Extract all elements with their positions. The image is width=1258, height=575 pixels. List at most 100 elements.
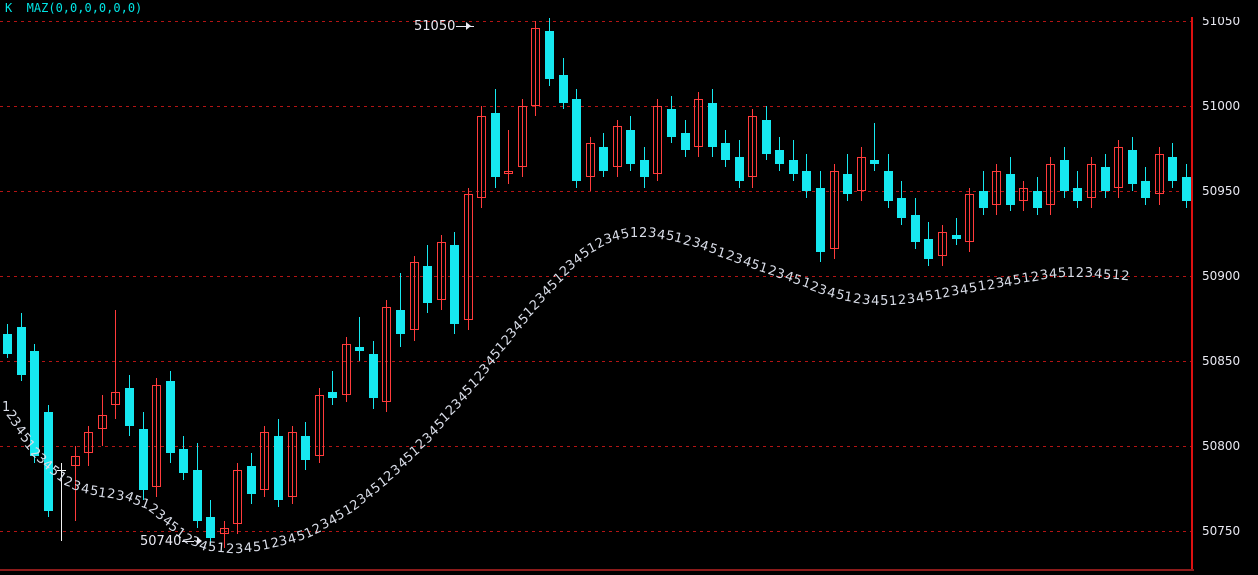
candlestick <box>1033 0 1042 571</box>
candle-body <box>382 306 391 402</box>
candle-body <box>1060 160 1069 191</box>
candle-body <box>328 391 337 399</box>
price-tick-label: 50950 <box>1202 184 1241 198</box>
arc-digit: 4 <box>1048 266 1058 283</box>
candle-body <box>979 191 988 208</box>
arc-digit: 3 <box>1038 267 1050 284</box>
annotation-arrowhead <box>197 537 202 545</box>
candle-wick <box>1050 157 1051 215</box>
candle-body <box>924 238 933 259</box>
candlestick <box>437 0 446 571</box>
candlestick <box>1101 0 1110 571</box>
candlestick <box>17 0 26 571</box>
candlestick <box>71 0 80 571</box>
arc-digit: 5 <box>1102 267 1112 283</box>
candle-body <box>464 194 473 321</box>
candlestick <box>694 0 703 571</box>
candle-body <box>423 265 432 304</box>
candlestick <box>491 0 500 571</box>
candle-body <box>369 354 378 399</box>
candle-body <box>179 449 188 474</box>
candlestick <box>667 0 676 571</box>
candlestick <box>1006 0 1015 571</box>
candle-wick <box>996 163 997 215</box>
candlestick <box>1141 0 1150 571</box>
candlestick <box>450 0 459 571</box>
candle-body <box>992 170 1001 205</box>
candlestick <box>1155 0 1164 571</box>
candlestick <box>57 0 66 571</box>
candle-wick <box>115 310 116 419</box>
candle-wick <box>942 225 943 266</box>
candle-body <box>1141 180 1150 198</box>
chart-header: K MAZ(0,0,0,0,0,0) <box>0 0 1258 17</box>
candle-body <box>938 231 947 256</box>
arc-digit: 1 <box>2 400 11 415</box>
candle-body <box>193 469 202 521</box>
candle-body <box>721 143 730 161</box>
candle-body <box>1033 191 1042 208</box>
candlestick <box>1073 0 1082 571</box>
candle-body <box>125 388 134 426</box>
candle-wick <box>481 106 482 208</box>
price-tick-label: 51050 <box>1202 14 1241 28</box>
candle-body <box>1073 187 1082 202</box>
candlestick <box>464 0 473 571</box>
candlestick <box>1087 0 1096 571</box>
price-tick-label: 50750 <box>1202 524 1241 538</box>
candlestick <box>965 0 974 571</box>
price-scale[interactable]: 51050 51000 50950 50900 50850 50800 50750 <box>1194 0 1258 575</box>
arc-digit: 2 <box>897 292 907 309</box>
candlestick <box>247 0 256 571</box>
candlestick <box>342 0 351 571</box>
candlestick <box>206 0 215 571</box>
candlestick <box>843 0 852 571</box>
candle-body <box>1182 177 1191 202</box>
candlestick <box>355 0 364 571</box>
candlestick <box>531 0 540 571</box>
candlestick <box>775 0 784 571</box>
candle-body <box>626 129 635 164</box>
arc-digit: 4 <box>243 540 253 557</box>
arc-digit: 2 <box>639 226 648 241</box>
candle-body <box>233 469 242 525</box>
annotation-leader-line <box>456 26 474 27</box>
candlestick <box>572 0 581 571</box>
annotation-arrowhead <box>466 22 471 30</box>
arc-digit: 4 <box>1093 266 1103 283</box>
candlestick <box>1046 0 1055 571</box>
candlestick <box>369 0 378 571</box>
candlestick <box>193 0 202 571</box>
candlestick <box>1182 0 1191 571</box>
candle-wick <box>752 109 753 188</box>
candle-body <box>599 146 608 171</box>
candlestick <box>952 0 961 571</box>
candle-wick <box>237 463 238 535</box>
candle-wick <box>874 123 875 171</box>
candlestick <box>830 0 839 571</box>
high-marker: 51050 <box>414 20 474 33</box>
candle-body <box>1114 146 1123 188</box>
candlestick <box>1019 0 1028 571</box>
time-axis-line <box>0 569 1258 571</box>
arc-digit: 2 <box>985 277 997 294</box>
candlestick <box>802 0 811 571</box>
candle-wick <box>508 129 509 185</box>
candle-body <box>477 116 486 198</box>
gridline <box>0 191 1192 192</box>
candle-body <box>762 119 771 154</box>
candlestick <box>288 0 297 571</box>
candle-body <box>735 157 744 181</box>
candlestick <box>938 0 947 571</box>
candle-body <box>342 344 351 395</box>
annotation-leader-line <box>182 541 194 542</box>
indicator-label[interactable]: K MAZ(0,0,0,0,0,0) <box>5 1 143 15</box>
low-marker: 50740 <box>140 535 202 548</box>
candle-body <box>3 333 12 355</box>
candle-body <box>1046 163 1055 205</box>
candle-wick <box>956 218 957 246</box>
candlestick <box>599 0 608 571</box>
gridline <box>0 361 1192 362</box>
candle-wick <box>1118 140 1119 198</box>
